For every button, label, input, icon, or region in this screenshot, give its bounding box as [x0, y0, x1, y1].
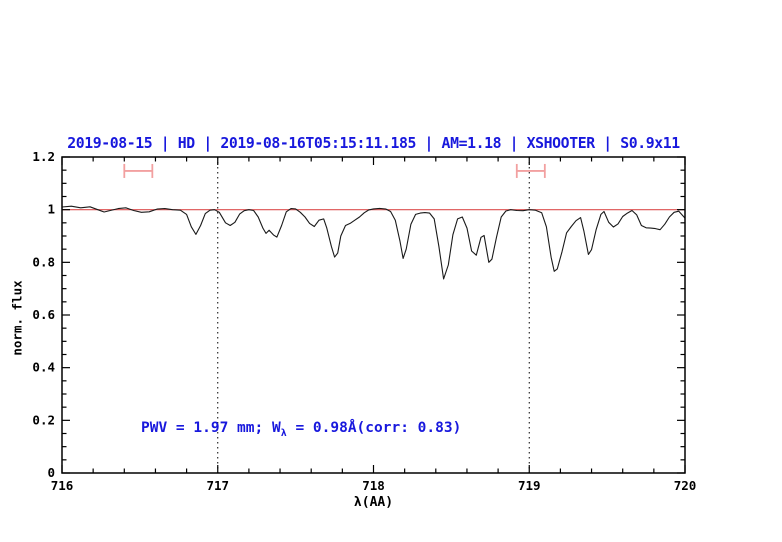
y-tick-label: 0.6: [32, 307, 55, 322]
pwv-annotation: PWV = 1.97 mm; Wλ = 0.98Å(corr: 0.83): [141, 420, 461, 439]
y-tick-label: 0: [47, 465, 55, 480]
pwv-annotation-suffix: = 0.98Å(corr: 0.83): [286, 420, 462, 436]
x-tick-label: 717: [206, 478, 229, 493]
y-tick-label: 1: [47, 202, 55, 217]
x-axis-label: λ(AA): [353, 495, 394, 510]
x-tick-label: 720: [674, 478, 697, 493]
x-tick-label: 716: [51, 478, 74, 493]
pwv-annotation-prefix: PWV = 1.97 mm; W: [141, 420, 281, 436]
y-tick-label: 0.4: [32, 360, 55, 375]
spectrum-curve: [61, 205, 686, 280]
y-tick-label: 1.2: [32, 149, 55, 164]
plot-title: 2019-08-15 | HD | 2019-08-16T05:15:11.18…: [67, 135, 680, 152]
y-axis-label: norm. flux: [9, 280, 25, 356]
x-tick-label: 719: [518, 478, 541, 493]
y-tick-label: 0.2: [32, 412, 55, 427]
y-tick-label: 0.8: [32, 254, 55, 269]
pwv-annotation-subscript: λ: [280, 427, 287, 439]
x-tick-label: 718: [362, 478, 385, 493]
